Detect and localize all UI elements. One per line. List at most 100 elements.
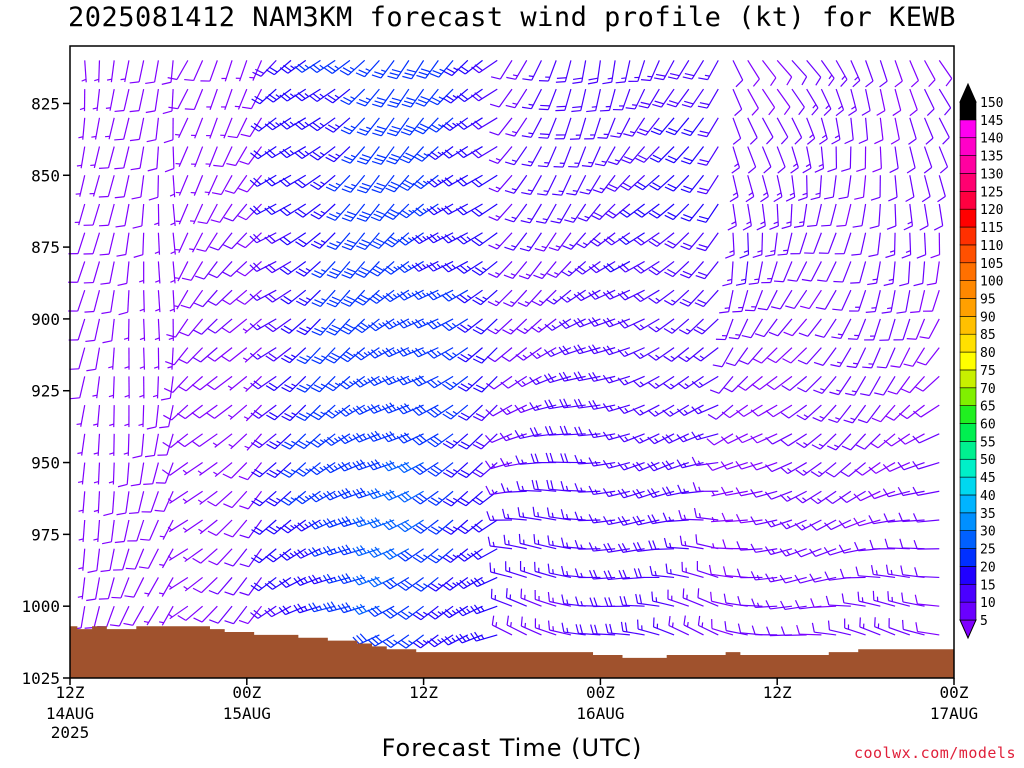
wind-barb-shaft bbox=[815, 548, 837, 557]
wind-barb-flag bbox=[299, 356, 309, 362]
wind-barb bbox=[457, 347, 483, 363]
wind-barb-shaft bbox=[896, 376, 911, 395]
wind-barb-flag bbox=[419, 123, 429, 129]
wind-barb-flag bbox=[283, 295, 293, 302]
wind-barb-shaft bbox=[301, 146, 321, 160]
wind-barb-half-flag bbox=[828, 74, 833, 80]
wind-barb bbox=[93, 462, 101, 485]
wind-barb-flag bbox=[412, 182, 422, 190]
wind-barb-flag bbox=[578, 426, 584, 436]
wind-barb bbox=[155, 290, 161, 313]
x-tick-label: 00Z bbox=[586, 683, 615, 702]
wind-barb-shaft bbox=[546, 146, 557, 167]
wind-barb-half-flag bbox=[159, 563, 165, 566]
wind-barb-flag bbox=[313, 384, 323, 390]
wind-barb bbox=[280, 289, 307, 305]
wind-barb-flag bbox=[328, 183, 338, 189]
wind-barb-shaft bbox=[640, 289, 660, 303]
wind-barb-flag bbox=[810, 471, 820, 478]
wind-barb-flag bbox=[691, 456, 698, 466]
wind-barb-flag bbox=[556, 77, 567, 79]
wind-barb bbox=[938, 146, 949, 174]
wind-barb bbox=[785, 289, 808, 310]
wind-barb-flag bbox=[779, 574, 786, 584]
wind-barb-shaft bbox=[776, 117, 789, 138]
wind-barb bbox=[588, 317, 616, 327]
wind-barb-flag bbox=[163, 414, 172, 421]
wind-barb-shaft bbox=[193, 175, 204, 196]
wind-barb-flag bbox=[426, 381, 435, 389]
wind-barb-flag bbox=[474, 267, 484, 274]
wind-barb-flag bbox=[441, 207, 449, 215]
wind-barb bbox=[848, 88, 857, 117]
colorbar-bottom-arrow bbox=[959, 619, 977, 640]
wind-barb bbox=[761, 117, 774, 145]
wind-barb-shaft bbox=[132, 605, 145, 626]
wind-barb-flag bbox=[558, 321, 567, 329]
wind-barb bbox=[266, 490, 292, 507]
wind-barb-flag bbox=[70, 397, 80, 400]
wind-barb bbox=[849, 289, 867, 312]
wind-barb bbox=[325, 146, 351, 163]
wind-barb-flag bbox=[589, 570, 594, 580]
wind-barb-shaft bbox=[199, 519, 218, 535]
wind-barb-half-flag bbox=[465, 635, 470, 641]
wind-barb-half-flag bbox=[704, 74, 710, 77]
wind-barb-half-flag bbox=[334, 65, 340, 70]
wind-barb-shaft bbox=[214, 318, 233, 334]
wind-barb-half-flag bbox=[76, 164, 82, 167]
wind-barb-flag bbox=[683, 128, 694, 133]
wind-barb bbox=[883, 513, 910, 523]
wind-barb-flag bbox=[926, 108, 935, 116]
wind-barb-shaft bbox=[80, 146, 86, 169]
wind-barb-half-flag bbox=[351, 183, 357, 187]
wind-barb bbox=[923, 117, 934, 145]
wind-barb-shaft bbox=[799, 633, 822, 636]
wind-barb-flag bbox=[782, 358, 792, 364]
wind-barb-flag bbox=[430, 124, 440, 131]
wind-barb-flag bbox=[374, 459, 382, 468]
wind-barb-flag bbox=[445, 351, 454, 359]
wind-barb-flag bbox=[806, 137, 816, 145]
wind-barb-flag bbox=[590, 624, 594, 634]
wind-barb-flag bbox=[607, 570, 613, 580]
x-tick-date: 16AUG bbox=[576, 704, 624, 723]
wind-barb-flag bbox=[148, 196, 159, 201]
wind-barb-flag bbox=[294, 152, 303, 159]
wind-barb-shaft bbox=[217, 605, 233, 624]
wind-barb-flag bbox=[356, 575, 363, 584]
wind-barb-half-flag bbox=[333, 520, 338, 526]
wind-barb-flag bbox=[617, 377, 625, 386]
wind-barb-shaft bbox=[80, 404, 86, 427]
wind-barb bbox=[455, 146, 483, 159]
wind-barb bbox=[191, 433, 218, 448]
wind-barb-flag bbox=[391, 153, 401, 159]
wind-barb bbox=[560, 261, 587, 277]
wind-barb bbox=[735, 487, 763, 497]
wind-barb-half-flag bbox=[392, 377, 397, 383]
colorbar-top-arrow bbox=[959, 82, 977, 103]
wind-barb-flag bbox=[537, 165, 548, 168]
wind-barb-flag bbox=[636, 236, 645, 244]
wind-barb-half-flag bbox=[143, 620, 149, 624]
wind-barb-flag bbox=[636, 461, 644, 470]
wind-barb bbox=[381, 375, 410, 386]
wind-barb bbox=[885, 564, 910, 579]
wind-barb-flag bbox=[538, 136, 548, 139]
wind-barb-flag bbox=[370, 607, 379, 616]
wind-barb-half-flag bbox=[754, 278, 760, 281]
wind-barb-shaft bbox=[642, 174, 660, 191]
wind-barb bbox=[168, 88, 189, 110]
wind-barb-flag bbox=[573, 399, 580, 409]
wind-barb-shaft bbox=[258, 433, 277, 449]
wind-barb bbox=[279, 260, 307, 275]
wind-barb-flag bbox=[868, 253, 878, 258]
wind-barb-flag bbox=[577, 317, 585, 326]
wind-barb bbox=[899, 261, 911, 287]
wind-barb-shaft bbox=[93, 290, 101, 312]
wind-barb-shaft bbox=[773, 232, 778, 255]
wind-barb-flag bbox=[102, 340, 112, 344]
wind-barb-shaft bbox=[93, 606, 101, 628]
wind-barb-flag bbox=[530, 326, 540, 333]
wind-barb-shaft bbox=[493, 375, 513, 390]
